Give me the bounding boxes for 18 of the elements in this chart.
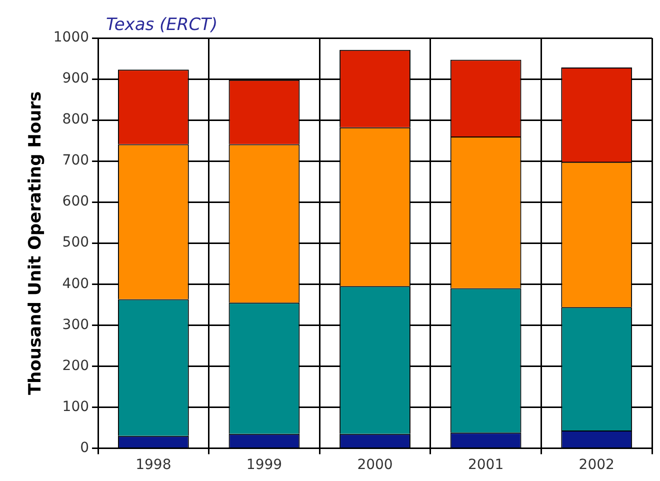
y-axis-title: Thousand Unit Operating Hours [26,91,46,395]
chart-title: Texas (ERCT) [106,14,218,35]
y-tick-label: 600 [62,194,90,210]
y-tick-label: 400 [62,276,90,292]
x-tick-label: 2001 [468,457,504,474]
y-tick-label: 100 [62,398,90,415]
y-tick-label: 1000 [53,30,90,46]
x-tick-label: 1999 [246,457,282,474]
y-tick-label: 800 [62,112,90,128]
x-tick-label: 2002 [578,457,614,474]
y-tick-label: 300 [62,316,90,333]
y-tick-label: 0 [80,440,90,456]
y-tick-label: 200 [62,358,90,374]
y-tick-label: 500 [62,234,90,251]
x-tick-label: 2000 [357,457,393,474]
y-tick-label: 900 [62,70,90,87]
y-tick-label: 700 [62,152,90,169]
x-tick-label: 1998 [136,457,172,474]
